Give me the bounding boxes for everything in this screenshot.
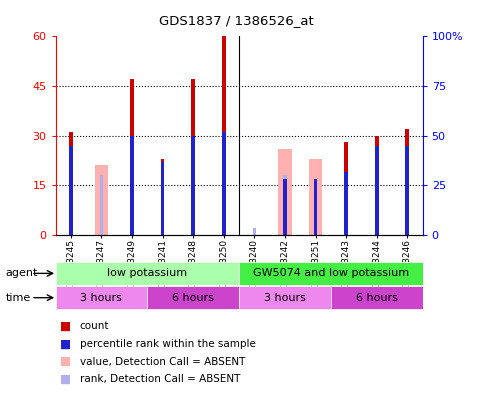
- Text: 6 hours: 6 hours: [356, 293, 398, 303]
- Text: percentile rank within the sample: percentile rank within the sample: [80, 339, 256, 349]
- Bar: [191, 79, 195, 235]
- Text: agent: agent: [6, 269, 38, 278]
- Bar: [344, 142, 348, 235]
- Bar: [99, 175, 103, 235]
- Bar: [95, 165, 108, 235]
- Bar: [222, 132, 226, 235]
- Bar: [406, 129, 409, 235]
- Text: time: time: [6, 293, 31, 303]
- Bar: [191, 136, 195, 235]
- Bar: [69, 145, 72, 235]
- Text: value, Detection Call = ABSENT: value, Detection Call = ABSENT: [80, 357, 245, 367]
- Bar: [309, 159, 323, 235]
- Text: ■: ■: [60, 373, 71, 386]
- Bar: [278, 149, 292, 235]
- Bar: [253, 228, 256, 235]
- Text: GDS1837 / 1386526_at: GDS1837 / 1386526_at: [159, 14, 314, 27]
- Bar: [239, 262, 423, 285]
- Bar: [56, 286, 147, 309]
- Text: count: count: [80, 321, 109, 331]
- Bar: [331, 286, 423, 309]
- Bar: [222, 36, 226, 235]
- Text: ■: ■: [60, 355, 71, 368]
- Text: ■: ■: [60, 320, 71, 333]
- Text: low potassium: low potassium: [107, 269, 187, 278]
- Bar: [239, 286, 331, 309]
- Text: 6 hours: 6 hours: [172, 293, 214, 303]
- Bar: [406, 145, 409, 235]
- Bar: [161, 159, 164, 235]
- Bar: [130, 136, 134, 235]
- Bar: [283, 179, 287, 235]
- Bar: [56, 262, 239, 285]
- Text: 3 hours: 3 hours: [264, 293, 306, 303]
- Bar: [314, 179, 317, 235]
- Text: ■: ■: [60, 337, 71, 350]
- Bar: [161, 162, 164, 235]
- Bar: [69, 132, 72, 235]
- Text: GW5074 and low potassium: GW5074 and low potassium: [253, 269, 409, 278]
- Bar: [375, 136, 379, 235]
- Bar: [283, 175, 287, 235]
- Bar: [147, 286, 239, 309]
- Bar: [375, 145, 379, 235]
- Text: rank, Detection Call = ABSENT: rank, Detection Call = ABSENT: [80, 375, 240, 384]
- Text: 3 hours: 3 hours: [81, 293, 122, 303]
- Bar: [130, 79, 134, 235]
- Bar: [314, 179, 317, 235]
- Bar: [344, 172, 348, 235]
